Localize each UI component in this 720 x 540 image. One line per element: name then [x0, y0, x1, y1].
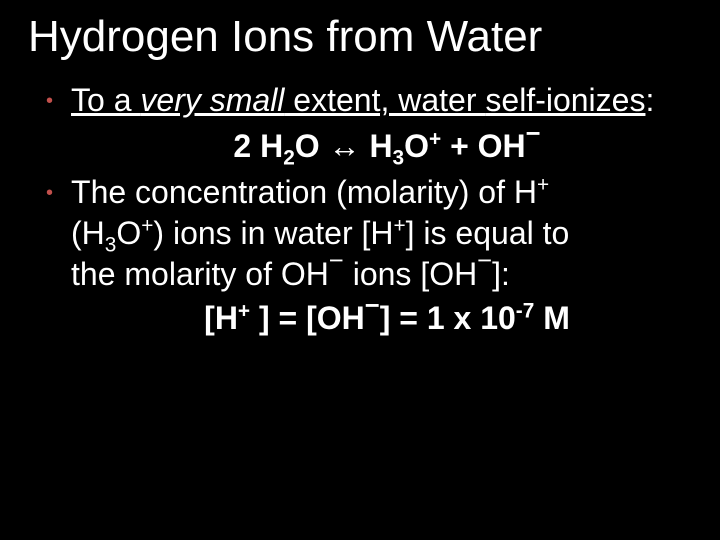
slide-title: Hydrogen Ions from Water — [28, 12, 692, 62]
slide: Hydrogen Ions from Water • To a very sma… — [0, 0, 720, 540]
bullet-icon: • — [46, 172, 53, 214]
bullet-icon: • — [46, 80, 53, 122]
equation-ionization: 2 H2O ↔ H3O+ + OH− — [46, 126, 692, 168]
bullet-text: To a very small extent, water self-ioniz… — [71, 80, 654, 121]
bullet-item: • The concentration (molarity) of H+ (H3… — [46, 172, 692, 295]
slide-content: • To a very small extent, water self-ion… — [28, 80, 692, 340]
bullet-item: • To a very small extent, water self-ion… — [46, 80, 692, 122]
bullet-text: The concentration (molarity) of H+ (H3O+… — [71, 172, 569, 295]
equation-concentration: [H+ ] = [OH−] = 1 x 10-7 M — [46, 298, 692, 340]
